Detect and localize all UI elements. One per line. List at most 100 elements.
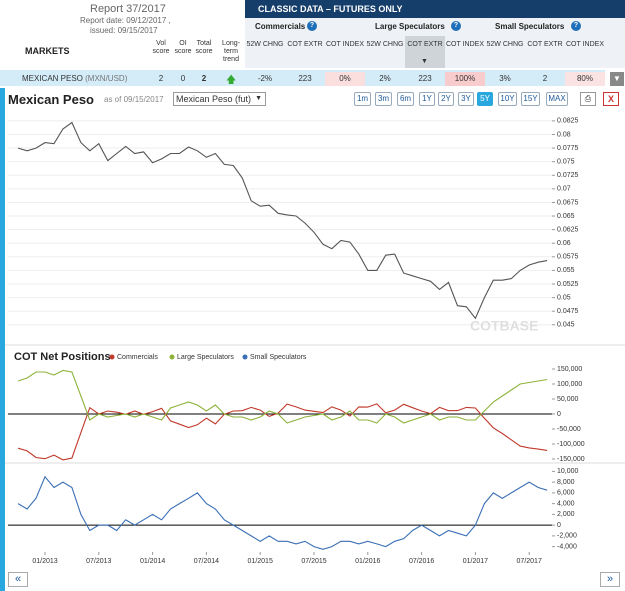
y-tick-label: 6,000 <box>557 490 575 497</box>
sub-header[interactable]: COT INDEX <box>446 41 484 48</box>
watermark: COTBASE <box>470 318 538 334</box>
range-button[interactable]: 2Y <box>438 92 454 106</box>
chart-subtitle: as of 09/15/2017 <box>104 95 164 104</box>
cot-title: COT Net Positions <box>14 351 111 363</box>
y-tick-label: -50,000 <box>557 426 581 433</box>
next-button[interactable]: » <box>600 572 620 587</box>
series-line <box>17 403 548 461</box>
series-line <box>17 121 548 320</box>
row-cell: 100% <box>445 72 485 86</box>
market: MEXICAN PESO <box>22 74 83 83</box>
range-button[interactable]: 15Y <box>521 92 540 106</box>
sub-header[interactable]: COT EXTR <box>527 41 563 48</box>
score: 2 <box>201 74 207 83</box>
range-button[interactable]: 3Y <box>458 92 474 106</box>
row-cell: 80% <box>565 72 605 86</box>
legend-label: Large Speculators <box>177 354 234 361</box>
y-tick-label: 0.08 <box>557 131 571 138</box>
legend-marker <box>169 354 175 360</box>
market-select[interactable]: Mexican Peso (fut) ▼ <box>173 92 267 106</box>
range-button[interactable]: 10Y <box>498 92 517 106</box>
y-tick-label: 0.06 <box>557 240 571 247</box>
y-tick-label: 4,000 <box>557 500 575 507</box>
row-cell: 223 <box>418 74 432 83</box>
y-tick-label: 0.045 <box>557 322 575 329</box>
y-tick-label: 2,000 <box>557 511 575 518</box>
range-button[interactable]: 5Y <box>477 92 493 106</box>
legend-marker <box>242 354 248 360</box>
y-tick-label: 0.0625 <box>557 226 579 233</box>
y-tick-label: 0.05 <box>557 294 571 301</box>
y-tick-label: 0.0675 <box>557 199 579 206</box>
group-header: Small Speculators <box>495 22 565 31</box>
y-tick-label: 50,000 <box>557 396 579 403</box>
print-button[interactable]: ⎙ <box>580 92 596 106</box>
row-cell: 2 <box>542 74 548 83</box>
y-tick-label: 0.07 <box>557 186 571 193</box>
sort-arrow: ▼ <box>421 58 428 65</box>
x-tick-label: 07/2015 <box>301 558 326 565</box>
group-header: Commercials <box>255 22 306 31</box>
y-tick-label: 150,000 <box>557 366 582 373</box>
y-tick-label: 0.075 <box>557 158 575 165</box>
x-tick-label: 07/2017 <box>517 558 542 565</box>
expand-button[interactable]: ▼ <box>610 72 624 86</box>
row-cell: -2% <box>257 74 273 83</box>
y-tick-label: -4,000 <box>557 543 577 550</box>
score: 0 <box>180 74 186 83</box>
y-tick-label: -150,000 <box>557 456 585 463</box>
y-tick-label: 0 <box>557 411 561 418</box>
score-header: Vol score <box>152 40 170 55</box>
y-tick-label: -100,000 <box>557 441 585 448</box>
legend-marker <box>109 354 115 360</box>
x-tick-label: 01/2016 <box>355 558 380 565</box>
sub-header[interactable]: COT INDEX <box>566 41 604 48</box>
range-button[interactable]: 1m <box>354 92 371 106</box>
score: 2 <box>158 74 164 83</box>
market-name: MEXICAN PESO (MXN/USD) <box>22 72 127 86</box>
x-tick-label: 07/2013 <box>86 558 111 565</box>
y-tick-label: 0.0825 <box>557 118 579 125</box>
trend-arrow: 🡅 <box>226 75 237 86</box>
range-button[interactable]: 3m <box>375 92 392 106</box>
help-icon[interactable]: ? <box>307 21 317 31</box>
row-cell: 2% <box>379 74 391 83</box>
series-line <box>17 369 548 424</box>
score-header: Total score <box>195 40 213 55</box>
sub-header[interactable]: 52W CHNG <box>486 41 524 48</box>
y-tick-label: 0 <box>557 522 561 529</box>
legend-label: Small Speculators <box>250 354 307 361</box>
range-button[interactable]: 1Y <box>419 92 435 106</box>
row-cell: 3% <box>499 74 511 83</box>
y-tick-label: 0.0725 <box>557 172 579 179</box>
legend-label: Commercials <box>117 354 158 361</box>
y-tick-label: 0.0575 <box>557 254 579 261</box>
score-header: Long-term trend <box>222 40 240 63</box>
range-button[interactable]: MAX <box>546 92 568 106</box>
y-tick-label: 0.055 <box>557 267 575 274</box>
sorted-col <box>405 36 445 68</box>
help-icon[interactable]: ? <box>571 21 581 31</box>
sub-header[interactable]: 52W CHNG <box>246 41 284 48</box>
y-tick-label: 10,000 <box>557 468 579 475</box>
x-tick-label: 01/2015 <box>248 558 273 565</box>
banner <box>245 0 625 18</box>
y-tick-label: 8,000 <box>557 479 575 486</box>
sub-header[interactable]: COT EXTR <box>287 41 323 48</box>
score-header: OI score <box>174 40 192 55</box>
range-button[interactable]: 6m <box>397 92 414 106</box>
close-button[interactable]: X <box>603 92 619 106</box>
report-date: Report date: 09/12/2017 , <box>80 16 171 25</box>
y-tick-label: 0.0475 <box>557 308 579 315</box>
prev-button[interactable]: « <box>8 572 28 587</box>
issued-date: issued: 09/15/2017 <box>90 26 158 35</box>
sub-header[interactable]: COT INDEX <box>326 41 364 48</box>
chart-title: Mexican Peso <box>8 92 94 107</box>
help-icon[interactable]: ? <box>451 21 461 31</box>
y-tick-label: 100,000 <box>557 381 582 388</box>
sub-header[interactable]: COT EXTR <box>407 41 443 48</box>
sub-header[interactable]: 52W CHNG <box>366 41 404 48</box>
markets-heading: MARKETS <box>25 46 70 56</box>
